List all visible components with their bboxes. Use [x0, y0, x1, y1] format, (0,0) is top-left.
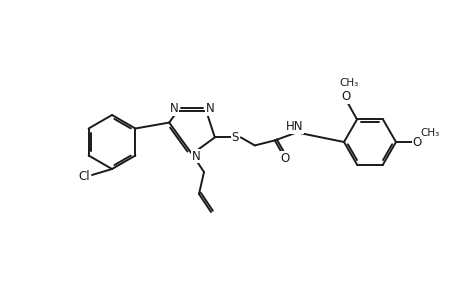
Text: HN: HN [285, 120, 303, 133]
Text: N: N [191, 149, 200, 163]
Text: O: O [280, 152, 289, 165]
Text: N: N [169, 102, 178, 115]
Text: CH₃: CH₃ [420, 128, 439, 138]
Text: O: O [341, 90, 350, 103]
Text: S: S [230, 131, 238, 144]
Text: Cl: Cl [78, 170, 90, 184]
Text: O: O [411, 136, 421, 148]
Text: CH₃: CH₃ [339, 79, 358, 88]
Text: N: N [205, 102, 214, 115]
